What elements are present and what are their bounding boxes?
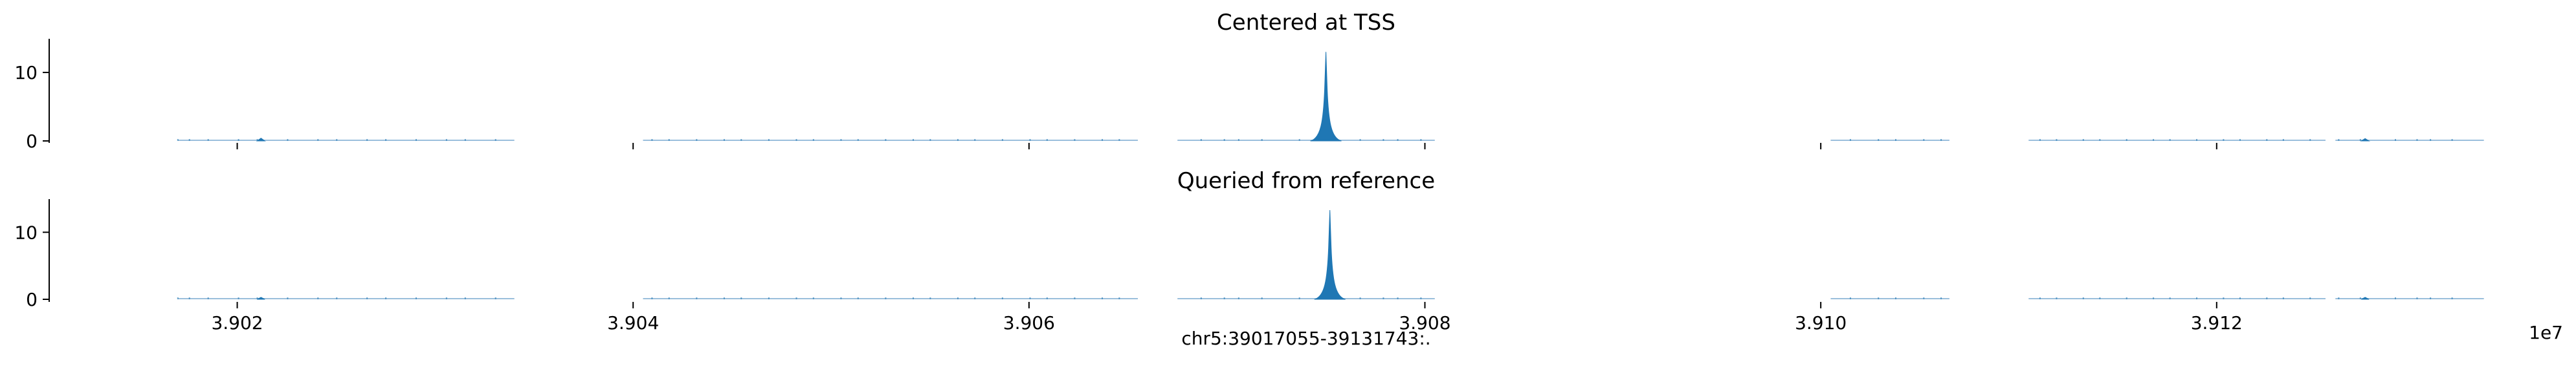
x-tick-label: 3.902	[211, 312, 263, 334]
x-tick-label: 3.904	[607, 312, 659, 334]
peak	[257, 297, 265, 300]
y-tick-label: 0	[26, 289, 38, 310]
peak	[1310, 52, 1342, 142]
peak	[256, 138, 266, 142]
x-tick-label: 3.912	[2191, 312, 2243, 334]
panel-title: Queried from reference	[1177, 168, 1435, 194]
y-tick-label: 10	[14, 222, 38, 243]
y-tick-label: 10	[14, 62, 38, 83]
panel-queried-from-reference: Queried from reference 010 3.902 3.904 3.9…	[14, 168, 2563, 349]
panel-title: Centered at TSS	[1217, 10, 1395, 36]
panel-centered-at-tss: Centered at TSS 0 10	[14, 10, 2484, 152]
x-tick-label: 3.910	[1795, 312, 1847, 334]
area-series	[177, 52, 2484, 142]
peak	[2360, 297, 2370, 300]
x-ticks	[236, 143, 2217, 149]
x-axis-label: chr5:39017055-39131743:.	[1181, 328, 1430, 349]
area-series	[177, 210, 2484, 300]
x-offset-label: 1e7	[2529, 322, 2563, 343]
y-ticks: 0 10	[14, 222, 49, 310]
y-tick-label: 0	[26, 131, 38, 152]
x-tick-label: 3.906	[1003, 312, 1055, 334]
x-ticks: 3.902 3.904 3.906 3.908 3.910 3.912	[211, 302, 2243, 334]
peak	[2360, 138, 2370, 142]
y-ticks: 0 10	[14, 62, 49, 152]
peak	[1314, 210, 1346, 300]
x-tick-label: 3.908	[1399, 312, 1450, 334]
